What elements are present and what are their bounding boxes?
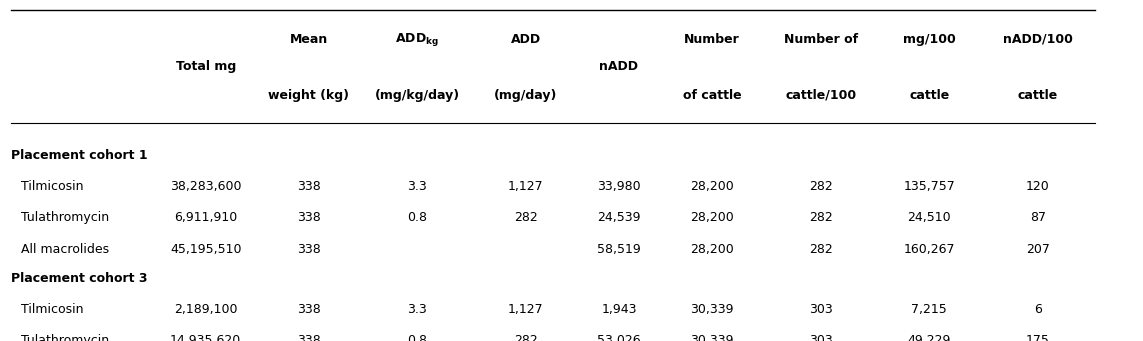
Text: nADD: nADD bbox=[599, 60, 639, 73]
Text: Number: Number bbox=[685, 33, 740, 46]
Text: mg/100: mg/100 bbox=[903, 33, 956, 46]
Text: 53,026: 53,026 bbox=[597, 335, 641, 341]
Text: Tilmicosin: Tilmicosin bbox=[21, 180, 83, 193]
Text: (mg/kg/day): (mg/kg/day) bbox=[375, 89, 459, 102]
Text: Tilmicosin: Tilmicosin bbox=[21, 303, 83, 316]
Text: Placement cohort 1: Placement cohort 1 bbox=[11, 149, 149, 162]
Text: Mean: Mean bbox=[289, 33, 328, 46]
Text: 0.8: 0.8 bbox=[407, 211, 427, 224]
Text: 24,510: 24,510 bbox=[908, 211, 951, 224]
Text: 3.3: 3.3 bbox=[407, 180, 427, 193]
Text: 0.8: 0.8 bbox=[407, 335, 427, 341]
Text: 175: 175 bbox=[1026, 335, 1049, 341]
Text: 24,539: 24,539 bbox=[597, 211, 641, 224]
Text: 2,189,100: 2,189,100 bbox=[174, 303, 238, 316]
Text: 160,267: 160,267 bbox=[903, 243, 956, 256]
Text: of cattle: of cattle bbox=[682, 89, 742, 102]
Text: 207: 207 bbox=[1026, 243, 1049, 256]
Text: ADD$_\mathregular{kg}$: ADD$_\mathregular{kg}$ bbox=[395, 31, 439, 48]
Text: nADD/100: nADD/100 bbox=[1002, 33, 1073, 46]
Text: Tulathromycin: Tulathromycin bbox=[21, 211, 109, 224]
Text: 282: 282 bbox=[809, 180, 832, 193]
Text: 38,283,600: 38,283,600 bbox=[170, 180, 241, 193]
Text: 30,339: 30,339 bbox=[690, 303, 734, 316]
Text: 282: 282 bbox=[809, 211, 832, 224]
Text: Placement cohort 3: Placement cohort 3 bbox=[11, 272, 147, 285]
Text: Tulathromycin: Tulathromycin bbox=[21, 335, 109, 341]
Text: cattle: cattle bbox=[909, 89, 950, 102]
Text: 87: 87 bbox=[1030, 211, 1046, 224]
Text: 14,935,620: 14,935,620 bbox=[170, 335, 241, 341]
Text: 28,200: 28,200 bbox=[690, 180, 734, 193]
Text: 282: 282 bbox=[514, 211, 537, 224]
Text: 338: 338 bbox=[297, 335, 320, 341]
Text: 1,943: 1,943 bbox=[601, 303, 637, 316]
Text: Number of: Number of bbox=[784, 33, 857, 46]
Text: 45,195,510: 45,195,510 bbox=[170, 243, 241, 256]
Text: 30,339: 30,339 bbox=[690, 335, 734, 341]
Text: weight (kg): weight (kg) bbox=[269, 89, 349, 102]
Text: 338: 338 bbox=[297, 211, 320, 224]
Text: cattle: cattle bbox=[1017, 89, 1058, 102]
Text: All macrolides: All macrolides bbox=[21, 243, 109, 256]
Text: 303: 303 bbox=[809, 303, 832, 316]
Text: Total mg: Total mg bbox=[176, 60, 235, 73]
Text: 135,757: 135,757 bbox=[903, 180, 956, 193]
Text: 49,229: 49,229 bbox=[908, 335, 951, 341]
Text: 28,200: 28,200 bbox=[690, 211, 734, 224]
Text: 120: 120 bbox=[1026, 180, 1049, 193]
Text: 338: 338 bbox=[297, 303, 320, 316]
Text: (mg/day): (mg/day) bbox=[494, 89, 558, 102]
Text: 6,911,910: 6,911,910 bbox=[174, 211, 238, 224]
Text: cattle/100: cattle/100 bbox=[785, 89, 856, 102]
Text: ADD: ADD bbox=[511, 33, 541, 46]
Text: 1,127: 1,127 bbox=[507, 303, 544, 316]
Text: 338: 338 bbox=[297, 180, 320, 193]
Text: 6: 6 bbox=[1034, 303, 1041, 316]
Text: 338: 338 bbox=[297, 243, 320, 256]
Text: 282: 282 bbox=[514, 335, 537, 341]
Text: 1,127: 1,127 bbox=[507, 180, 544, 193]
Text: 33,980: 33,980 bbox=[597, 180, 641, 193]
Text: 7,215: 7,215 bbox=[911, 303, 948, 316]
Text: 303: 303 bbox=[809, 335, 832, 341]
Text: 282: 282 bbox=[809, 243, 832, 256]
Text: 28,200: 28,200 bbox=[690, 243, 734, 256]
Text: 58,519: 58,519 bbox=[597, 243, 641, 256]
Text: 3.3: 3.3 bbox=[407, 303, 427, 316]
